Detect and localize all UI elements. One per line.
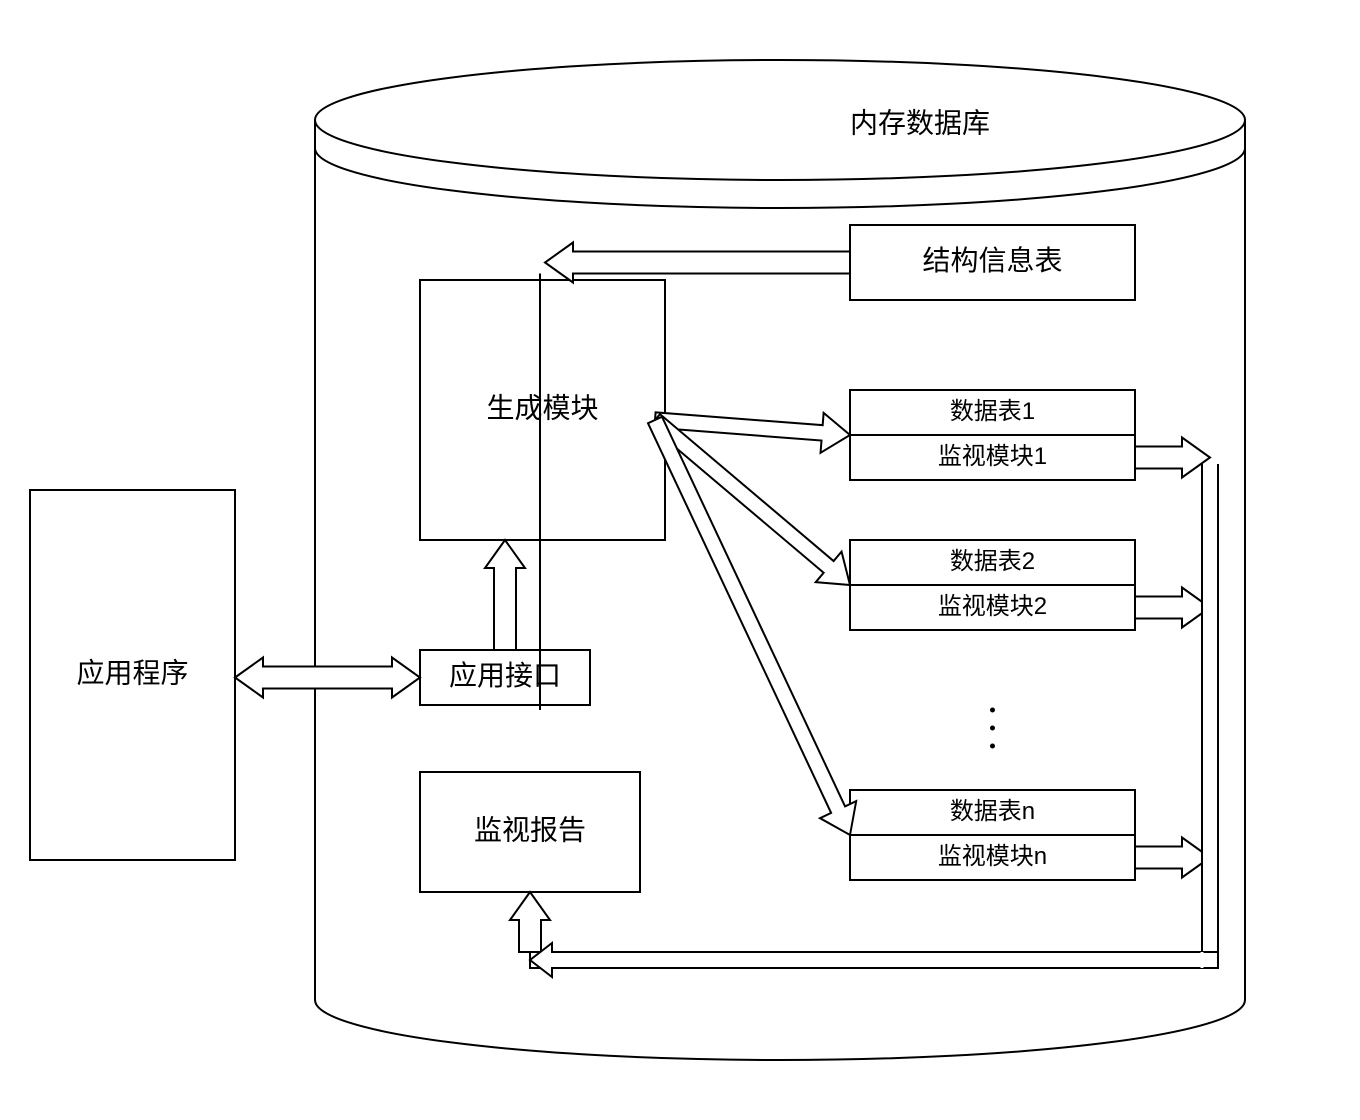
data-table-label: 数据表1 [950, 398, 1035, 425]
report-label: 监视报告 [474, 814, 586, 845]
gen-module-label: 生成模块 [486, 392, 598, 423]
api-label: 应用接口 [449, 660, 561, 691]
app-label: 应用程序 [76, 657, 188, 688]
struct-label: 结构信息表 [922, 245, 1062, 276]
cylinder-title: 内存数据库 [850, 107, 990, 138]
monitor-label: 监视模块n [938, 843, 1047, 870]
data-table-label: 数据表n [950, 798, 1035, 825]
monitor-label: 监视模块1 [938, 443, 1047, 470]
data-table-label: 数据表2 [950, 548, 1035, 575]
monitor-label: 监视模块2 [938, 593, 1047, 620]
architecture-diagram: 内存数据库应用程序 生成模块应用接口监视报告 结构信息表数据表1 监视模块1 数据表2 监… [0, 0, 1360, 1120]
